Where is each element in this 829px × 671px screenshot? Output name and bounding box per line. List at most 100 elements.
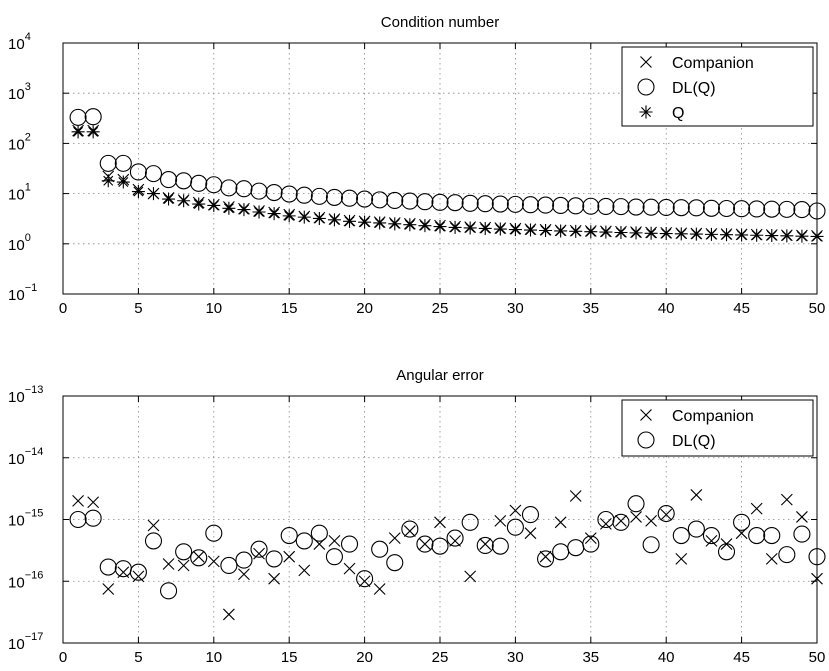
legend-entry: Companion — [672, 55, 754, 72]
data-point — [521, 506, 540, 524]
data-point — [494, 514, 507, 527]
data-point — [222, 608, 235, 621]
data-point — [238, 568, 250, 581]
data-point — [129, 163, 147, 181]
data-point — [506, 518, 524, 536]
data-point — [750, 228, 764, 242]
data-point — [599, 225, 613, 239]
data-point — [464, 570, 477, 583]
x-tick-label: 30 — [507, 649, 524, 666]
data-point — [250, 182, 268, 200]
data-point — [146, 187, 160, 201]
x-tick-label: 20 — [356, 649, 373, 666]
legend: Companion DL(Q) — [621, 399, 814, 457]
legend: Companion DL(Q) Q — [621, 46, 814, 127]
data-point — [584, 532, 597, 544]
data-point — [567, 539, 585, 557]
data-point — [72, 495, 84, 507]
data-point — [554, 224, 568, 238]
data-point — [160, 171, 178, 189]
x-tick-label: 35 — [582, 300, 599, 317]
data-point — [373, 583, 386, 595]
data-point — [177, 194, 191, 208]
data-point — [220, 556, 238, 575]
data-point — [449, 535, 461, 547]
chart-title: Condition number — [381, 14, 499, 31]
data-point — [175, 543, 193, 561]
x-tick-label: 20 — [356, 300, 373, 317]
data-point — [780, 229, 794, 243]
data-point — [748, 526, 766, 545]
data-point — [371, 191, 389, 209]
data-point — [101, 174, 115, 188]
data-point — [660, 508, 673, 521]
data-point — [433, 220, 447, 234]
data-point — [325, 188, 343, 206]
data-point — [795, 229, 809, 243]
data-point — [343, 214, 357, 228]
data-point — [448, 220, 462, 234]
data-point — [220, 179, 238, 197]
data-point — [657, 504, 675, 523]
data-point — [463, 221, 477, 235]
data-point — [99, 154, 117, 172]
data-point — [252, 205, 266, 219]
data-point — [509, 504, 522, 517]
data-point — [705, 535, 718, 547]
data-point — [99, 558, 117, 576]
data-point — [687, 199, 705, 217]
x-tick-label: 5 — [134, 300, 142, 317]
data-point — [235, 551, 253, 569]
data-point — [144, 165, 163, 183]
legend-entry: Q — [672, 105, 684, 122]
data-point — [537, 196, 555, 214]
data-point — [630, 511, 642, 523]
data-point — [388, 532, 401, 544]
data-point — [237, 203, 251, 217]
y-tick-label: 10−13 — [8, 384, 43, 406]
data-point — [84, 509, 102, 527]
data-point — [418, 219, 432, 233]
data-point — [71, 125, 85, 139]
data-point — [491, 537, 509, 555]
data-point — [297, 210, 311, 224]
angular-error-plot: 0 5 10 15 20 25 30 35 40 45 50 10−13 10−14 10−15 10−16… — [8, 367, 826, 666]
data-point — [493, 222, 507, 236]
data-point — [476, 536, 494, 554]
data-point — [793, 525, 811, 543]
data-point — [523, 223, 537, 237]
data-point — [84, 108, 102, 126]
data-point — [506, 195, 524, 213]
data-point — [733, 513, 751, 531]
y-tick-label: 10−16 — [8, 569, 43, 591]
data-point — [811, 572, 823, 585]
data-point — [614, 225, 628, 239]
data-point — [162, 192, 176, 206]
legend-marker — [640, 409, 652, 421]
y-tick-label: 104 — [8, 31, 31, 53]
y-tick-label: 10−1 — [8, 282, 37, 304]
data-point — [793, 201, 811, 219]
x-tick-label: 45 — [733, 649, 750, 666]
data-point — [476, 195, 494, 213]
data-point — [295, 532, 313, 550]
data-point — [403, 218, 417, 232]
data-point — [160, 582, 178, 600]
series-companion — [72, 124, 823, 242]
data-point — [340, 535, 359, 553]
data-point — [310, 524, 328, 542]
data-point — [644, 226, 658, 240]
x-tick-label: 10 — [205, 649, 222, 666]
data-point — [642, 198, 660, 216]
data-point — [327, 213, 341, 227]
data-point — [582, 535, 600, 553]
data-point — [567, 197, 585, 215]
data-point — [597, 510, 615, 529]
data-point — [612, 198, 630, 216]
data-point — [235, 180, 253, 198]
data-point — [672, 526, 690, 545]
legend-marker — [637, 78, 655, 96]
data-point — [687, 520, 705, 538]
x-tick-label: 15 — [281, 649, 298, 666]
data-point — [627, 495, 645, 513]
